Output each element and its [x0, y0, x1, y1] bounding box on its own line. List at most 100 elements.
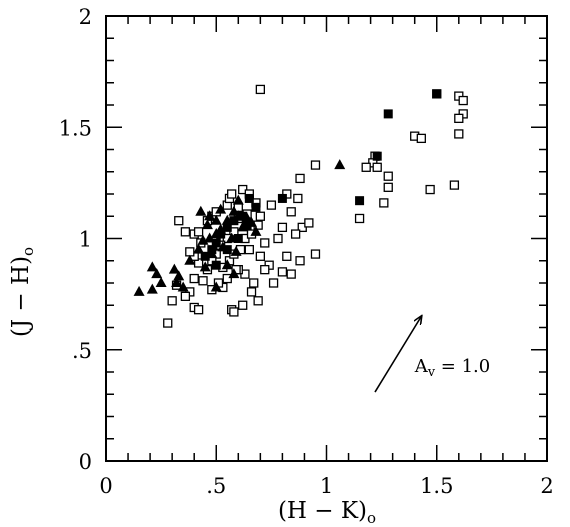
x-axis-title-sub: o [367, 509, 376, 527]
open-square-point [249, 278, 259, 288]
open-square-point [227, 189, 237, 199]
filled-triangle-point [226, 232, 238, 243]
filled-triangle-point [193, 243, 205, 254]
open-square-point [295, 256, 305, 266]
y-tick-label: 1 [79, 228, 92, 252]
filled-triangle-point [155, 277, 167, 287]
open-square-point [185, 247, 195, 257]
filled-triangle-point [334, 159, 346, 170]
filled-triangle-point [201, 219, 213, 230]
filled-triangle-point [206, 248, 218, 259]
filled-triangle-point [133, 285, 145, 296]
y-tick-label: .5 [72, 339, 92, 363]
filled-triangle-point [146, 261, 158, 272]
extinction-label-main: A [414, 356, 429, 377]
x-tick-label: 2 [540, 474, 553, 498]
open-square-point [174, 216, 184, 226]
open-square-point [253, 296, 263, 306]
open-square-point [293, 193, 303, 204]
extinction-vector-label: Av = 1.0 [414, 356, 491, 380]
open-square-point [222, 273, 232, 284]
filled-triangle-point [184, 254, 196, 265]
open-square-point [458, 95, 468, 106]
extinction-label-sub: v [427, 365, 436, 380]
open-square-point [383, 182, 393, 192]
y-axis-title-sub: o [19, 247, 37, 256]
open-square-point [266, 200, 277, 210]
filled-square-point [355, 196, 365, 206]
filled-triangle-point [237, 221, 249, 232]
filled-triangle-point [232, 194, 244, 205]
open-square-point [244, 244, 254, 255]
open-square-point [310, 249, 321, 259]
open-square-point [416, 133, 426, 144]
plot-frame [105, 15, 548, 462]
x-axis-title: (H − K)o [278, 498, 376, 527]
filled-triangle-point [210, 214, 222, 225]
filled-square-point [372, 151, 382, 161]
open-square-point [180, 291, 191, 302]
open-square-point [229, 307, 239, 317]
open-square-point [383, 171, 393, 181]
axis-ticks [105, 15, 548, 462]
open-square-point [295, 173, 305, 184]
open-square-point [260, 238, 270, 248]
filled-square-point [211, 260, 221, 270]
open-square-point [167, 296, 177, 306]
open-square-point [193, 227, 204, 237]
y-tick-label: 2 [79, 5, 92, 29]
y-tick-label: 1.5 [59, 116, 92, 140]
open-square-point [198, 276, 208, 286]
filled-triangle-point [173, 270, 185, 281]
filled-triangle-point [195, 205, 207, 216]
filled-triangle-point [250, 225, 262, 236]
open-square-point [449, 180, 460, 190]
filled-triangle-point [204, 232, 216, 243]
filled-triangle-point [168, 263, 180, 274]
open-square-point [354, 213, 365, 224]
extinction-label-value: = 1.0 [435, 356, 490, 377]
open-square-point [163, 318, 173, 328]
open-square-point [454, 113, 464, 123]
filled-triangle-point [151, 268, 163, 279]
open-square-point [268, 278, 279, 288]
open-square-point [277, 267, 288, 277]
x-tick-label: 0 [99, 474, 112, 498]
open-square-point [273, 233, 283, 244]
open-square-point [454, 129, 464, 139]
extinction-vector-arrow [374, 316, 421, 393]
open-square-point [260, 264, 270, 275]
tick-labels: 0 .5 1 1.5 2 0 .5 1 1.5 2 [59, 5, 554, 498]
open-square-point [286, 269, 296, 279]
filled-square-point [251, 202, 261, 212]
filled-triangle-point [215, 223, 227, 234]
x-tick-label: .5 [206, 474, 226, 498]
y-axis-title: (J − H)o [8, 247, 37, 337]
filled-triangle-point [228, 268, 240, 279]
x-tick-label: 1 [320, 474, 333, 498]
y-axis-title-main: (J − H) [8, 256, 34, 337]
filled-square-point [432, 89, 442, 99]
open-square-point [425, 184, 435, 195]
filled-triangle-point [246, 216, 258, 227]
open-square-point [304, 218, 314, 228]
open-square-point [379, 198, 389, 208]
filled-square-point [383, 109, 393, 119]
open-square-point [255, 251, 266, 261]
annotations: Av = 1.0 [374, 316, 491, 393]
open-square-point [189, 273, 199, 284]
filled-triangle-point [199, 261, 211, 272]
open-square-point [310, 160, 321, 170]
y-tick-label: 0 [79, 450, 92, 474]
filled-triangle-point [171, 277, 183, 287]
open-square-point [372, 162, 382, 172]
open-square-point [361, 162, 371, 172]
filled-square-point [277, 193, 287, 203]
filled-triangle-point [146, 283, 158, 294]
filled-triangle-point [221, 214, 233, 225]
data-points [133, 84, 468, 328]
open-square-point [238, 300, 248, 310]
open-square-point [277, 222, 288, 233]
x-tick-label: 1.5 [420, 474, 453, 498]
filled-triangle-point [217, 241, 229, 252]
